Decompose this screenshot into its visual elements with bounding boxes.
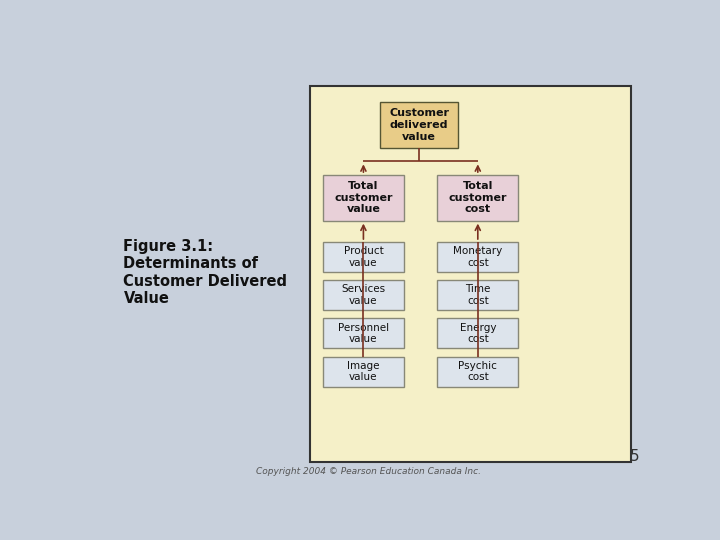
Bar — [437, 319, 518, 348]
Bar — [323, 319, 404, 348]
Bar — [323, 175, 404, 221]
Bar — [323, 280, 404, 310]
Bar — [437, 280, 518, 310]
Text: Time
cost: Time cost — [465, 285, 490, 306]
Text: Services
value: Services value — [341, 285, 385, 306]
Text: Psychic
cost: Psychic cost — [459, 361, 498, 382]
Bar — [323, 357, 404, 387]
Text: Image
value: Image value — [347, 361, 379, 382]
Bar — [437, 175, 518, 221]
Text: Monetary
cost: Monetary cost — [453, 246, 503, 268]
Bar — [310, 85, 631, 462]
Bar — [437, 357, 518, 387]
Text: Total
customer
cost: Total customer cost — [449, 181, 507, 214]
Text: Energy
cost: Energy cost — [459, 322, 496, 344]
Text: 5: 5 — [630, 449, 639, 464]
Text: Total
customer
value: Total customer value — [334, 181, 392, 214]
Bar — [323, 242, 404, 272]
Text: Customer
delivered
value: Customer delivered value — [390, 109, 449, 141]
Text: Figure 3.1:
Determinants of
Customer Delivered
Value: Figure 3.1: Determinants of Customer Del… — [124, 239, 287, 306]
Text: Personnel
value: Personnel value — [338, 322, 389, 344]
Text: Copyright 2004 © Pearson Education Canada Inc.: Copyright 2004 © Pearson Education Canad… — [256, 468, 482, 476]
Bar — [437, 242, 518, 272]
Bar — [380, 102, 459, 148]
Text: Product
value: Product value — [343, 246, 383, 268]
